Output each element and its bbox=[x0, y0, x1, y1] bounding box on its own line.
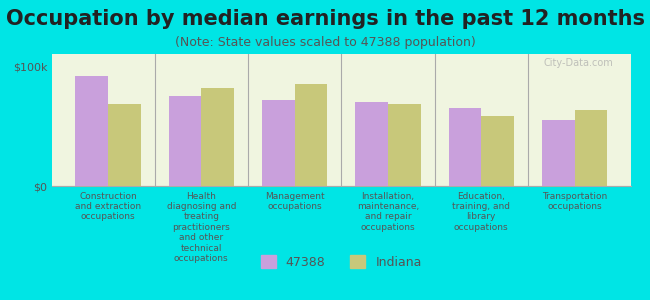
Bar bbox=[108, 104, 140, 186]
Bar bbox=[168, 96, 202, 186]
Bar bbox=[575, 110, 607, 186]
Text: Occupation by median earnings in the past 12 months: Occupation by median earnings in the pas… bbox=[5, 9, 645, 29]
Bar bbox=[448, 108, 481, 186]
Bar bbox=[481, 116, 514, 186]
Text: (Note: State values scaled to 47388 population): (Note: State values scaled to 47388 popu… bbox=[175, 36, 475, 49]
Bar bbox=[262, 100, 294, 186]
Bar bbox=[356, 102, 388, 186]
Text: City-Data.com: City-Data.com bbox=[543, 58, 613, 68]
Bar bbox=[294, 84, 327, 186]
Bar bbox=[388, 104, 421, 186]
Bar bbox=[75, 76, 108, 186]
Bar bbox=[542, 120, 575, 186]
Legend: 47388, Indiana: 47388, Indiana bbox=[254, 249, 428, 275]
Bar bbox=[202, 88, 234, 186]
